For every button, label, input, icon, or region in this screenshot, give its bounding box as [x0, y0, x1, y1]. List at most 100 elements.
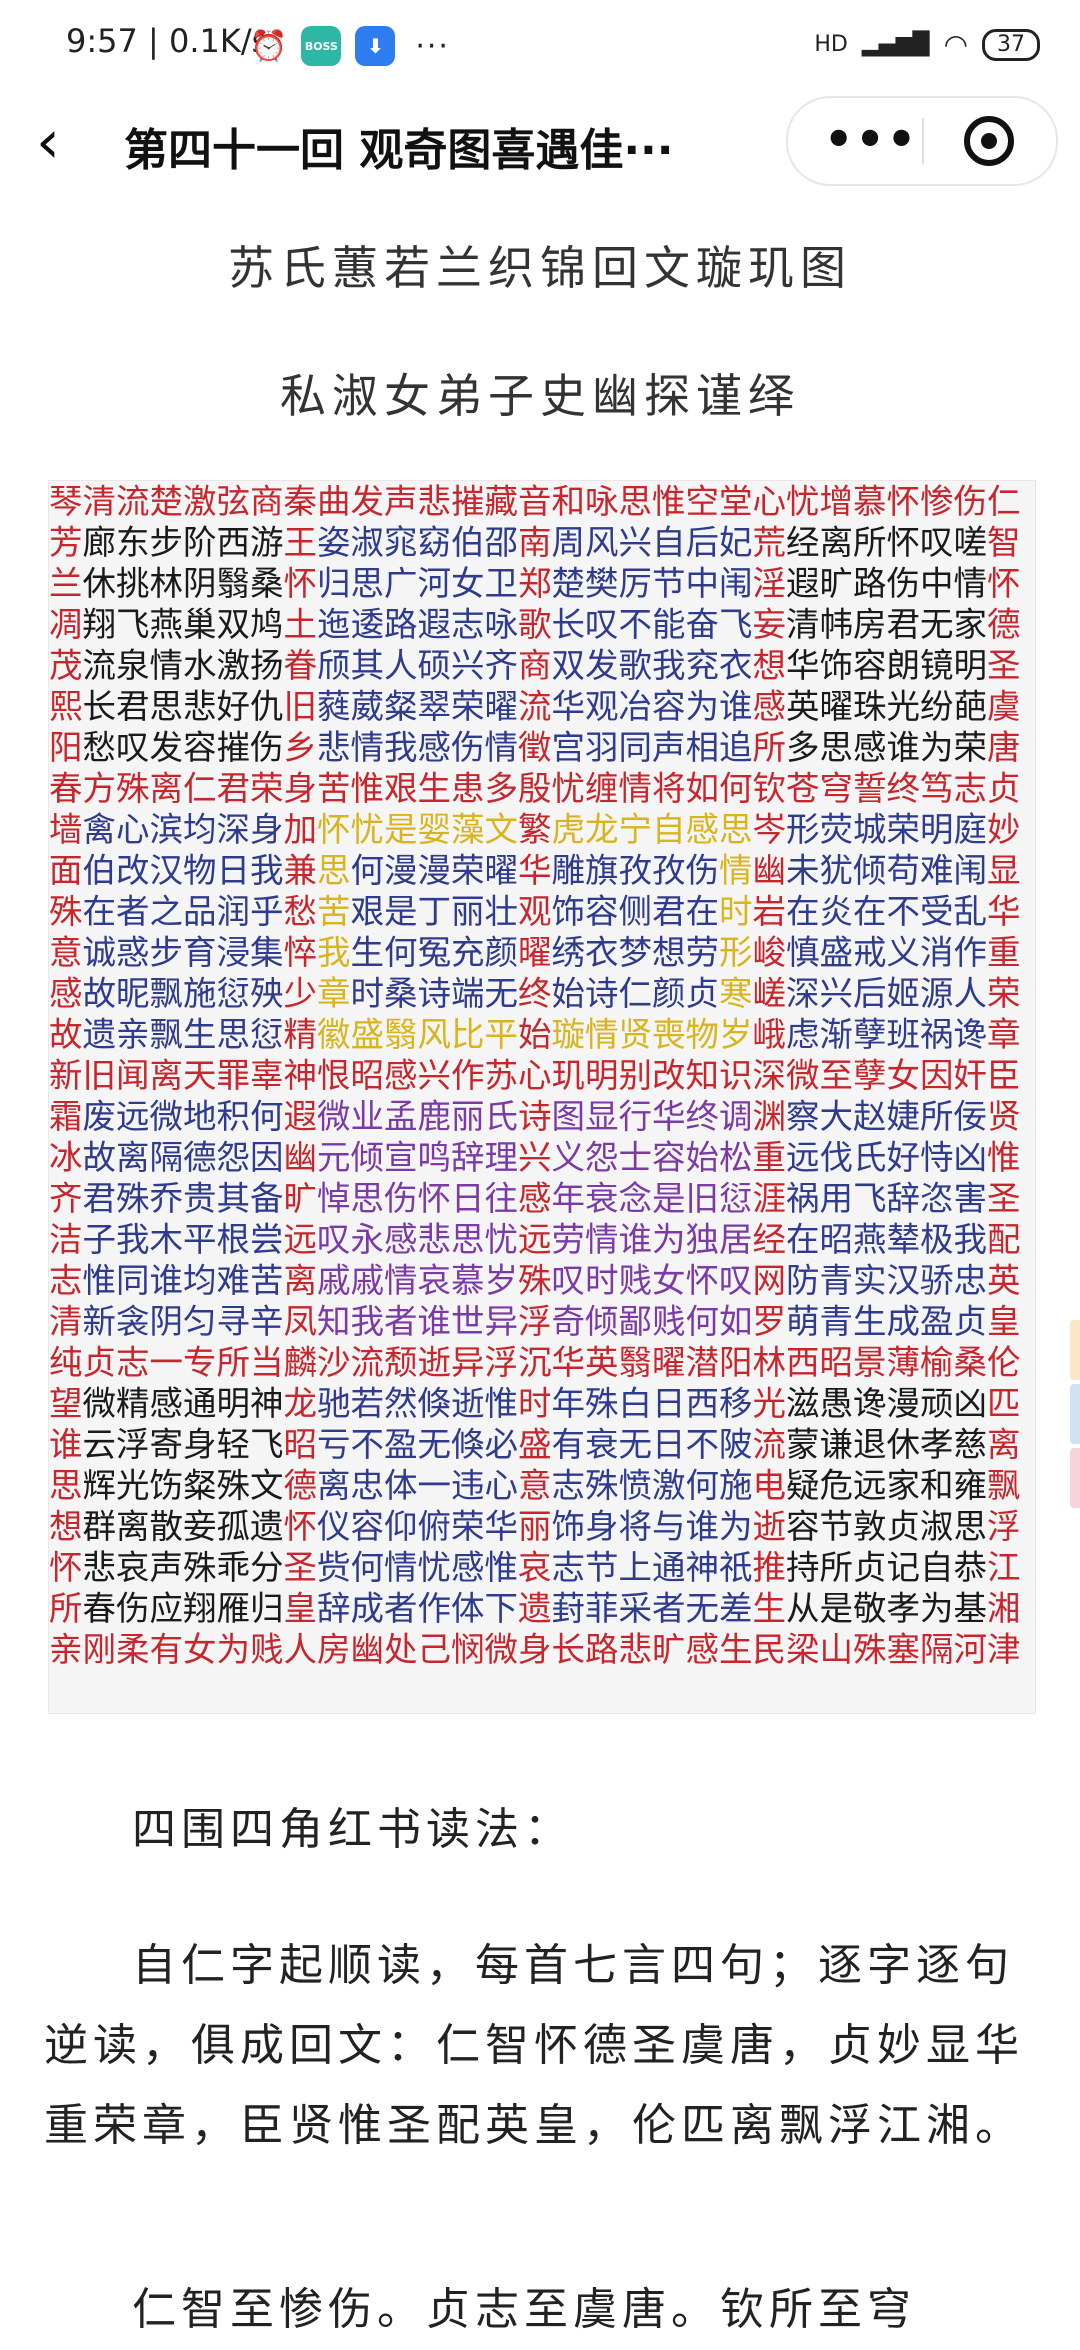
grid-char: 喪 — [652, 1015, 686, 1054]
grid-char: 心 — [518, 1056, 552, 1095]
grid-char: 情 — [149, 646, 184, 685]
grid-char: 所 — [216, 1343, 251, 1382]
grid-char: 妃 — [719, 523, 753, 562]
signal-icon: ▂▄▆█ — [861, 32, 930, 57]
grid-char: 迤 — [317, 605, 351, 644]
grid-char: 峻 — [752, 933, 787, 972]
grid-char: 兴 — [417, 1056, 452, 1095]
grid-char: 陂 — [719, 1425, 753, 1464]
grid-char: 王 — [283, 523, 318, 562]
grid-char: 女 — [451, 564, 485, 603]
grid-char: 违 — [451, 1466, 485, 1505]
grid-char: 流 — [518, 687, 552, 726]
grid-char: 感 — [853, 728, 887, 767]
grid-char: 沉 — [518, 1343, 552, 1382]
grid-char: 物 — [685, 1015, 720, 1054]
more-icon[interactable]: ••• — [824, 112, 919, 166]
grid-char: 体 — [451, 1589, 485, 1628]
grid-char: 亲 — [49, 1630, 83, 1669]
grid-char: 身 — [585, 1507, 619, 1546]
status-left-icons: ⏰ BOSS ⬇ ··· — [250, 26, 450, 66]
grid-char: 害 — [953, 1179, 988, 1218]
grid-char: 孤 — [216, 1507, 251, 1546]
grid-char: 激 — [216, 646, 251, 685]
grid-char: 阴 — [149, 1302, 184, 1341]
grid-char: 明 — [953, 646, 988, 685]
grid-char: 艰 — [384, 769, 418, 808]
grid-char: 宁 — [618, 810, 653, 849]
grid-char: 赀 — [317, 1548, 351, 1587]
grid-char: 空 — [685, 482, 720, 521]
grid-char: 犹 — [819, 851, 854, 890]
grid-char: 感 — [451, 1548, 485, 1587]
grid-char: 涯 — [752, 1179, 787, 1218]
grid-char: 将 — [618, 1507, 653, 1546]
grid-char: 作 — [953, 933, 988, 972]
grid-char: 离 — [149, 1056, 184, 1095]
grid-char: 路 — [384, 605, 418, 644]
grid-char: 散 — [149, 1507, 184, 1546]
grid-char: 峨 — [752, 1015, 787, 1054]
grid-char: 廊 — [82, 523, 117, 562]
grid-char: 壮 — [484, 892, 519, 931]
grid-char: 独 — [685, 1220, 720, 1259]
grid-char: 日 — [451, 1179, 485, 1218]
grid-char: 绣 — [551, 933, 586, 972]
paragraph-reading-method: 四围四角红书读法： — [44, 1790, 1034, 1870]
grid-char: 惟 — [484, 1548, 519, 1587]
grid-char: 榆 — [920, 1343, 954, 1382]
grid-char: 少 — [283, 974, 318, 1013]
grid-char: 容 — [853, 646, 887, 685]
grid-row: 所春伤应翔雁归皇辞成者作体下遗葑菲采者无差生从是敬孝为基湘 — [49, 1588, 1035, 1629]
grid-char: 己 — [417, 1630, 452, 1669]
grid-char: 元 — [317, 1138, 351, 1177]
grid-char: 荣 — [886, 810, 921, 849]
grid-char: 深 — [216, 810, 251, 849]
grid-char: 龙 — [283, 1384, 318, 1423]
grid-char: 远 — [518, 1220, 552, 1259]
grid-char: 丽 — [451, 892, 485, 931]
grid-char: 怀 — [685, 1261, 720, 1300]
close-target-icon[interactable] — [964, 116, 1014, 166]
grid-char: 鹿 — [417, 1097, 452, 1136]
grid-char: 隔 — [149, 1138, 184, 1177]
grid-char: 苦 — [250, 1261, 284, 1300]
grid-char: 情 — [384, 1548, 418, 1587]
grid-char: 通 — [652, 1548, 686, 1587]
grid-char: 生 — [853, 1302, 887, 1341]
grid-char: 薄 — [886, 1343, 921, 1382]
grid-char: 望 — [49, 1384, 83, 1423]
grid-char: 荣 — [451, 851, 485, 890]
grid-char: 镜 — [920, 646, 954, 685]
grid-char: 永 — [350, 1220, 385, 1259]
grid-char: 熙 — [49, 687, 83, 726]
grid-char: 曲 — [317, 482, 351, 521]
grid-char: 慈 — [953, 1425, 988, 1464]
grid-char: 双 — [216, 605, 251, 644]
grid-char: 兴 — [819, 974, 854, 1013]
grid-char: 婕 — [886, 1097, 921, 1136]
grid-char: 润 — [216, 892, 251, 931]
grid-char: 嗟 — [953, 523, 988, 562]
grid-char: 辉 — [82, 1466, 117, 1505]
grid-char: 羽 — [585, 728, 619, 767]
grid-char: 忧 — [417, 1548, 452, 1587]
grid-char: 章 — [987, 1015, 1021, 1054]
grid-char: 景 — [853, 1343, 887, 1382]
grid-char: 曜 — [518, 933, 552, 972]
grid-char: 清 — [786, 605, 820, 644]
grid-char: 遐 — [786, 564, 820, 603]
grid-char: 我 — [384, 728, 418, 767]
grid-char: 怀 — [49, 1548, 83, 1587]
grid-char: 淑 — [920, 1507, 954, 1546]
grid-char: 悴 — [283, 933, 318, 972]
grid-char: 商 — [518, 646, 552, 685]
grid-char: 义 — [551, 1138, 586, 1177]
grid-char: 亲 — [116, 1015, 150, 1054]
chevron-left-icon[interactable]: ‹ — [36, 107, 60, 177]
grid-char: 凶 — [953, 1138, 988, 1177]
grid-char: 不 — [685, 1425, 720, 1464]
grid-char: 终 — [518, 974, 552, 1013]
grid-char: 思 — [49, 1466, 83, 1505]
grid-char: 漫 — [886, 1384, 921, 1423]
